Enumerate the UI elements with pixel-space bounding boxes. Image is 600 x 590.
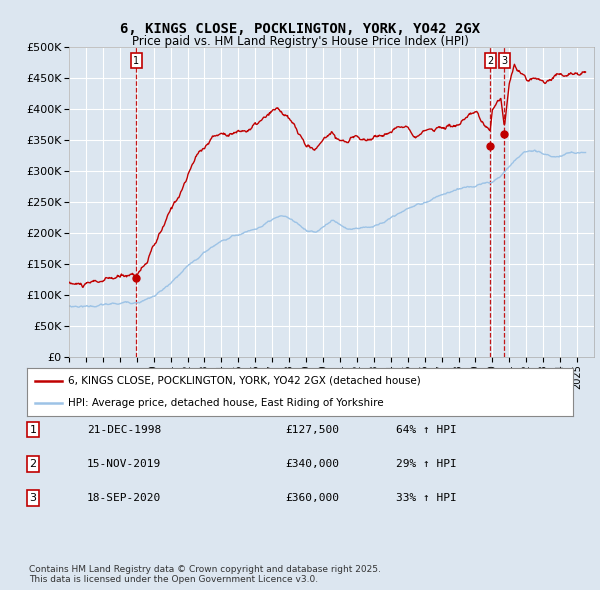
- Text: Price paid vs. HM Land Registry's House Price Index (HPI): Price paid vs. HM Land Registry's House …: [131, 35, 469, 48]
- Text: 33% ↑ HPI: 33% ↑ HPI: [396, 493, 457, 503]
- Text: 15-NOV-2019: 15-NOV-2019: [87, 459, 161, 468]
- Text: 3: 3: [29, 493, 37, 503]
- Text: 2: 2: [29, 459, 37, 468]
- Text: 64% ↑ HPI: 64% ↑ HPI: [396, 425, 457, 434]
- Text: HPI: Average price, detached house, East Riding of Yorkshire: HPI: Average price, detached house, East…: [68, 398, 383, 408]
- Text: 3: 3: [502, 56, 508, 66]
- Text: 6, KINGS CLOSE, POCKLINGTON, YORK, YO42 2GX: 6, KINGS CLOSE, POCKLINGTON, YORK, YO42 …: [120, 22, 480, 37]
- Text: 29% ↑ HPI: 29% ↑ HPI: [396, 459, 457, 468]
- Text: Contains HM Land Registry data © Crown copyright and database right 2025.
This d: Contains HM Land Registry data © Crown c…: [29, 565, 380, 584]
- Text: 18-SEP-2020: 18-SEP-2020: [87, 493, 161, 503]
- Text: £360,000: £360,000: [285, 493, 339, 503]
- Text: 1: 1: [133, 56, 139, 66]
- Text: 2: 2: [487, 56, 493, 66]
- Text: £340,000: £340,000: [285, 459, 339, 468]
- Text: £127,500: £127,500: [285, 425, 339, 434]
- Text: 21-DEC-1998: 21-DEC-1998: [87, 425, 161, 434]
- Text: 1: 1: [29, 425, 37, 434]
- Text: 6, KINGS CLOSE, POCKLINGTON, YORK, YO42 2GX (detached house): 6, KINGS CLOSE, POCKLINGTON, YORK, YO42 …: [68, 376, 421, 386]
